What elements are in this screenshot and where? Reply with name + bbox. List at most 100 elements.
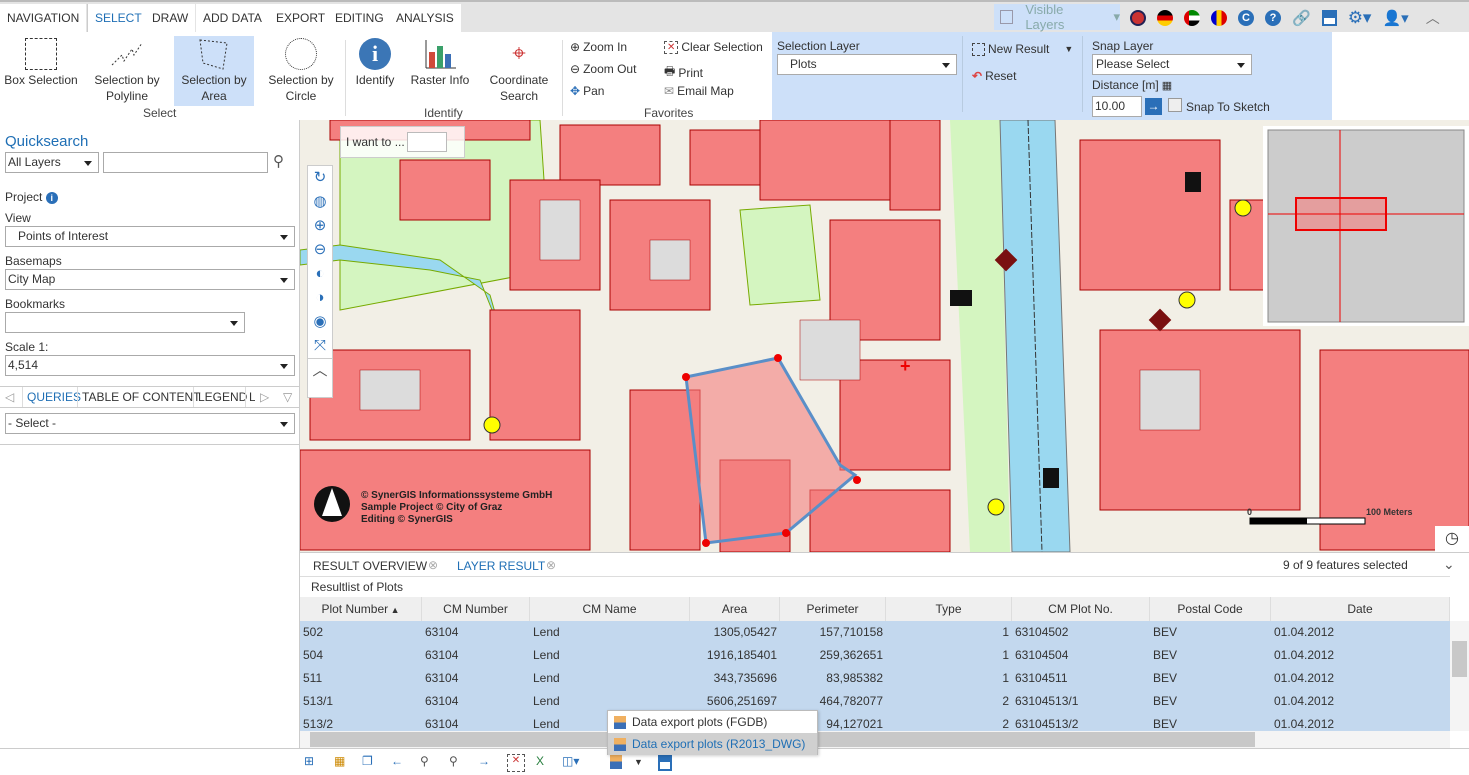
column-header-postal-code[interactable]: Postal Code [1150,597,1271,621]
flag-ae-icon[interactable] [1184,10,1200,26]
zoom-in-icon[interactable]: ⊕ [313,217,327,234]
chevron-down-icon[interactable]: ▼ [1064,44,1074,54]
polyline-selection-button[interactable]: Selection by Polyline [88,36,166,104]
map-view[interactable]: + I want to ... ↻ ◍ ⊕ ⊖ ◐ ◑ ◉ ⤧ ︿ © SynerGIS Inf… [300,120,1469,552]
i-want-to-input[interactable] [407,132,447,152]
close-icon[interactable]: ⊗ [546,558,557,572]
bookmarks-select[interactable] [5,312,245,333]
tab-layer-result[interactable]: LAYER RESULT [457,559,546,573]
info-icon[interactable]: i [45,192,58,204]
horizontal-scrollbar[interactable] [300,731,1450,748]
flag-ro-icon[interactable] [1211,10,1227,26]
query-select[interactable]: - Select - [5,413,295,434]
tab-export[interactable]: EXPORT [269,4,333,34]
link-icon[interactable]: 🔗 [1292,10,1311,27]
web-export-icon[interactable]: ◫▾ [562,754,580,768]
previous-extent-icon[interactable]: ◐ [315,265,325,282]
basemaps-select[interactable]: City Map [5,269,295,290]
print-button[interactable]: 🖶 Print [664,62,703,83]
history-icon[interactable]: ◷ [1435,526,1469,552]
export-fgdb-item[interactable]: Data export plots (FGDB) [608,711,817,733]
user-icon[interactable]: 👤▾ [1382,10,1409,27]
map-canvas[interactable]: + [300,120,1469,552]
table-row[interactable]: 502 63104 Lend 1305,05427 157,710158 1 6310450… [300,621,1450,644]
search-layers-select[interactable]: All Layers [5,152,99,173]
clear-selection-button[interactable]: ✕ Clear Selection [664,40,763,54]
data-export-icon[interactable] [610,754,622,769]
next-extent-icon[interactable]: ◑ [315,289,325,306]
locate-icon[interactable]: ◉ [313,313,327,330]
tab-result-overview[interactable]: RESULT OVERVIEW [313,559,428,573]
vertical-scrollbar[interactable] [1450,621,1469,731]
excel-export-icon[interactable]: X [536,754,545,768]
globe-icon[interactable]: ◍ [313,193,327,210]
help-icon[interactable]: ? [1265,10,1281,26]
zoom-to-result-icon[interactable]: ⊞ [304,754,315,768]
zoom-in-button[interactable]: ⊕ Zoom In [570,40,627,54]
column-header-plot-number[interactable]: Plot Number ▲ [300,597,422,621]
attribute-table-icon[interactable]: ❐ [362,754,373,768]
tab-select[interactable]: SELECT [87,4,150,34]
column-header-date[interactable]: Date [1271,597,1450,621]
area-selection-button[interactable]: Selection by Area [174,36,254,106]
collapse-results-icon[interactable]: ⌄ [1443,556,1455,572]
i-want-to-menu[interactable]: I want to ... [340,126,465,158]
identify-button[interactable]: i Identify [350,36,400,88]
coordinate-search-button[interactable]: ⌖ Coordinate Search [484,36,554,104]
selection-layer-select[interactable]: Plots [777,54,957,75]
search-input[interactable] [103,152,268,173]
tab-table-of-content[interactable]: TABLE OF CONTENT [77,387,204,407]
previous-icon[interactable]: ← [391,754,403,768]
table-row[interactable]: 513/2 63104 Lend 94,127021 2 63104513/2 BEV 01.… [300,713,1450,731]
snap-to-sketch-checkbox[interactable] [1168,98,1182,112]
tab-queries[interactable]: QUERIES [22,387,85,407]
flag-uk-icon[interactable] [1130,10,1146,26]
table-row[interactable]: 504 63104 Lend 1916,185401 259,362651 1 631045… [300,644,1450,667]
column-header-perimeter[interactable]: Perimeter [780,597,886,621]
save-icon[interactable] [658,754,672,771]
export-dwg-item[interactable]: Data export plots (R2013_DWG) [608,733,817,755]
tab-analysis[interactable]: ANALYSIS [389,4,461,34]
email-map-button[interactable]: ✉ Email Map [664,84,734,98]
tab-legend[interactable]: LEGEND [193,387,251,407]
table-row[interactable]: 511 63104 Lend 343,735696 83,985382 1 63104511… [300,667,1450,690]
refresh-icon[interactable]: ↻ [313,169,327,186]
scale-select[interactable]: 4,514 [5,355,295,376]
tab-add-data[interactable]: ADD DATA [196,4,269,34]
flag-de-icon[interactable] [1157,10,1173,26]
zoom-out-button[interactable]: ⊖ Zoom Out [570,62,636,76]
next-icon[interactable]: → [478,754,490,768]
table-row[interactable]: 513/1 63104 Lend 5606,251697 464,782077 2 6310… [300,690,1450,713]
tab-draw[interactable]: DRAW [145,4,196,34]
tab-more[interactable]: L [245,387,255,407]
copyright-icon[interactable]: C [1238,10,1254,26]
pan-button[interactable]: ✥ Pan [570,84,604,98]
calculator-icon[interactable]: ▦ [1161,79,1173,92]
search-icon[interactable]: ⚲ [273,153,284,170]
tabs-menu-icon[interactable]: ▽ [283,390,293,404]
column-header-area[interactable]: Area [690,597,780,621]
column-header-cm-plot-no[interactable]: CM Plot No. [1012,597,1150,621]
reset-button[interactable]: ↶ Reset [972,69,1016,83]
scroll-right-icon[interactable]: ▷ [260,390,270,404]
tab-editing[interactable]: EDITING [328,4,391,34]
collapse-icon[interactable]: ︿ [308,358,332,383]
zoom-out-icon[interactable]: ⊖ [313,241,327,258]
distance-input[interactable]: 10.00 [1092,96,1142,117]
full-extent-icon[interactable]: ⤧ [313,337,326,354]
zoom-next-icon[interactable]: ⚲ [449,754,458,768]
save-icon[interactable] [1321,10,1337,26]
clear-selection-icon[interactable]: ✕ [507,754,525,772]
table-icon[interactable]: ▦ [334,754,346,768]
zoom-previous-icon[interactable]: ⚲ [420,754,429,768]
circle-selection-button[interactable]: Selection by Circle [262,36,340,104]
apply-arrow-icon[interactable]: → [1145,98,1162,115]
scroll-left-icon[interactable]: ◁ [5,390,15,404]
raster-info-button[interactable]: Raster Info [408,36,472,88]
column-header-cm-number[interactable]: CM Number [422,597,530,621]
snap-layer-select[interactable]: Please Select [1092,54,1252,75]
box-selection-button[interactable]: Box Selection [2,36,80,88]
new-result-button[interactable]: New Result ▼ [972,42,1073,56]
visible-layers-button[interactable]: Visible Layers ▾ [994,2,1120,32]
chevron-down-icon[interactable]: ▼ [634,757,643,767]
